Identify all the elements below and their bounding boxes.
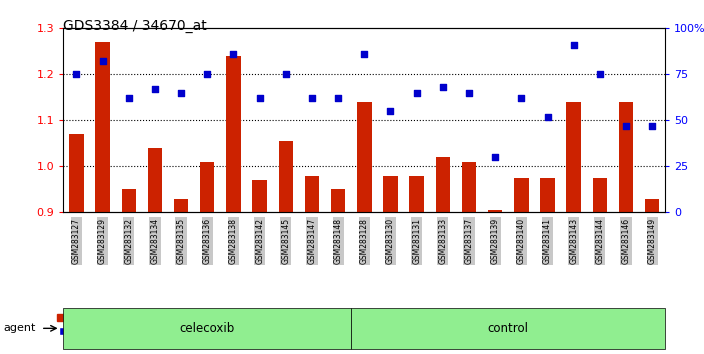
Bar bbox=[279, 141, 293, 354]
Point bbox=[358, 51, 370, 57]
Text: GSM283134: GSM283134 bbox=[151, 218, 160, 264]
Bar bbox=[410, 176, 424, 354]
Point bbox=[385, 108, 396, 114]
Text: GSM283142: GSM283142 bbox=[255, 218, 264, 264]
Bar bbox=[96, 42, 110, 354]
Point bbox=[332, 96, 344, 101]
Bar bbox=[69, 134, 84, 354]
Text: control: control bbox=[488, 322, 529, 335]
Bar bbox=[619, 102, 633, 354]
Bar bbox=[226, 56, 241, 354]
Point bbox=[254, 96, 265, 101]
Legend: transformed count, percentile rank within the sample: transformed count, percentile rank withi… bbox=[56, 313, 250, 336]
Point bbox=[516, 96, 527, 101]
Text: GSM283130: GSM283130 bbox=[386, 218, 395, 264]
Text: GSM283141: GSM283141 bbox=[543, 218, 552, 264]
Point bbox=[71, 72, 82, 77]
Point bbox=[568, 42, 579, 48]
Bar bbox=[514, 178, 529, 354]
Point bbox=[411, 90, 422, 96]
Text: GSM283144: GSM283144 bbox=[596, 218, 604, 264]
Text: GSM283148: GSM283148 bbox=[334, 218, 343, 264]
Text: GSM283127: GSM283127 bbox=[72, 218, 81, 264]
Bar bbox=[148, 148, 162, 354]
Point bbox=[280, 72, 291, 77]
Point bbox=[620, 123, 631, 129]
Bar bbox=[567, 102, 581, 354]
Bar bbox=[645, 199, 660, 354]
Text: GSM283136: GSM283136 bbox=[203, 218, 212, 264]
Text: GSM283131: GSM283131 bbox=[412, 218, 421, 264]
Text: GSM283137: GSM283137 bbox=[465, 218, 474, 264]
Text: celecoxib: celecoxib bbox=[180, 322, 235, 335]
Text: GSM283146: GSM283146 bbox=[622, 218, 631, 264]
Text: GSM283139: GSM283139 bbox=[491, 218, 500, 264]
Point bbox=[306, 96, 318, 101]
Bar bbox=[200, 162, 215, 354]
Bar bbox=[253, 180, 267, 354]
Point bbox=[201, 72, 213, 77]
Text: GSM283147: GSM283147 bbox=[308, 218, 317, 264]
Text: GDS3384 / 34670_at: GDS3384 / 34670_at bbox=[63, 19, 207, 34]
Text: GSM283128: GSM283128 bbox=[360, 218, 369, 264]
Bar bbox=[383, 176, 398, 354]
Bar bbox=[436, 157, 450, 354]
Point bbox=[463, 90, 474, 96]
Point bbox=[437, 84, 448, 90]
Bar bbox=[305, 176, 319, 354]
Bar bbox=[488, 210, 503, 354]
Bar bbox=[593, 178, 607, 354]
Point bbox=[594, 72, 605, 77]
Text: GSM283138: GSM283138 bbox=[229, 218, 238, 264]
Point bbox=[646, 123, 658, 129]
Point bbox=[228, 51, 239, 57]
Point bbox=[123, 96, 134, 101]
Text: GSM283140: GSM283140 bbox=[517, 218, 526, 264]
Text: GSM283143: GSM283143 bbox=[569, 218, 578, 264]
Text: GSM283145: GSM283145 bbox=[282, 218, 290, 264]
Text: GSM283135: GSM283135 bbox=[177, 218, 186, 264]
Bar bbox=[174, 199, 189, 354]
Point bbox=[97, 59, 108, 64]
Bar bbox=[540, 178, 555, 354]
Text: GSM283149: GSM283149 bbox=[648, 218, 657, 264]
Bar bbox=[357, 102, 372, 354]
Bar bbox=[331, 189, 346, 354]
Text: GSM283132: GSM283132 bbox=[125, 218, 133, 264]
Text: GSM283129: GSM283129 bbox=[98, 218, 107, 264]
Text: agent: agent bbox=[4, 323, 36, 333]
Bar bbox=[462, 162, 476, 354]
Text: GSM283133: GSM283133 bbox=[439, 218, 447, 264]
Point bbox=[489, 154, 501, 160]
Point bbox=[175, 90, 187, 96]
Point bbox=[149, 86, 161, 92]
Bar bbox=[122, 189, 136, 354]
Point bbox=[542, 114, 553, 120]
